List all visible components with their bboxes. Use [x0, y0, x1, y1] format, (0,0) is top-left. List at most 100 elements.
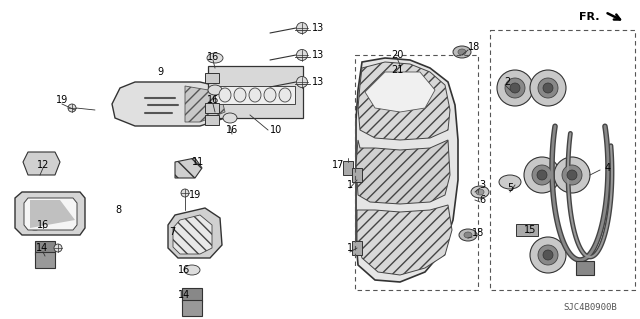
Text: 16: 16 — [207, 52, 219, 62]
Ellipse shape — [68, 104, 76, 112]
Ellipse shape — [554, 157, 590, 193]
Ellipse shape — [234, 88, 246, 102]
Ellipse shape — [524, 157, 560, 193]
Text: SJC4B0900B: SJC4B0900B — [563, 303, 617, 313]
Text: 18: 18 — [468, 42, 480, 52]
Text: 15: 15 — [524, 225, 536, 235]
Text: 6: 6 — [479, 195, 485, 205]
Polygon shape — [356, 58, 458, 282]
Text: 10: 10 — [270, 125, 282, 135]
Text: 17: 17 — [332, 160, 344, 170]
Bar — [182, 288, 202, 302]
Text: 14: 14 — [178, 290, 190, 300]
Ellipse shape — [264, 88, 276, 102]
Ellipse shape — [223, 113, 237, 123]
Ellipse shape — [207, 53, 223, 63]
Ellipse shape — [296, 49, 307, 61]
Text: 7: 7 — [169, 227, 175, 237]
Bar — [352, 241, 362, 255]
Ellipse shape — [562, 165, 582, 185]
Ellipse shape — [499, 175, 521, 189]
Bar — [35, 252, 55, 268]
Polygon shape — [23, 152, 60, 175]
Ellipse shape — [184, 265, 200, 275]
Bar — [215, 86, 295, 104]
Polygon shape — [356, 140, 450, 204]
Polygon shape — [175, 158, 202, 178]
Ellipse shape — [505, 78, 525, 98]
Ellipse shape — [249, 88, 261, 102]
Ellipse shape — [543, 250, 553, 260]
Bar — [207, 66, 303, 118]
Polygon shape — [365, 72, 435, 112]
Ellipse shape — [296, 77, 307, 87]
Text: 13: 13 — [312, 23, 324, 33]
Ellipse shape — [538, 78, 558, 98]
Polygon shape — [358, 62, 450, 140]
Ellipse shape — [567, 170, 577, 180]
Bar — [205, 73, 219, 83]
Bar — [35, 241, 55, 255]
Ellipse shape — [530, 237, 566, 273]
Ellipse shape — [530, 70, 566, 106]
Bar — [205, 103, 219, 113]
Ellipse shape — [27, 220, 43, 230]
Text: 21: 21 — [391, 65, 403, 75]
Text: 8: 8 — [115, 205, 121, 215]
Bar — [516, 224, 538, 236]
Ellipse shape — [543, 83, 553, 93]
Ellipse shape — [464, 232, 472, 238]
Ellipse shape — [458, 49, 466, 55]
Bar — [490, 30, 635, 290]
Text: 13: 13 — [312, 77, 324, 87]
Ellipse shape — [497, 70, 533, 106]
Text: 18: 18 — [472, 228, 484, 238]
Ellipse shape — [471, 186, 489, 198]
Text: 1: 1 — [347, 180, 353, 190]
Text: 13: 13 — [312, 50, 324, 60]
Bar — [576, 261, 594, 275]
Ellipse shape — [54, 244, 62, 252]
Bar — [352, 168, 362, 182]
Text: 16: 16 — [226, 125, 238, 135]
Text: 19: 19 — [56, 95, 68, 105]
Polygon shape — [173, 215, 212, 254]
Text: 5: 5 — [507, 183, 513, 193]
Polygon shape — [15, 192, 85, 235]
Ellipse shape — [219, 88, 231, 102]
Bar — [355, 55, 478, 290]
Text: 2: 2 — [504, 77, 510, 87]
Polygon shape — [185, 86, 225, 122]
Text: 1: 1 — [347, 243, 353, 253]
Text: 4: 4 — [605, 163, 611, 173]
Text: 9: 9 — [157, 67, 163, 77]
Ellipse shape — [459, 229, 477, 241]
Ellipse shape — [537, 170, 547, 180]
Polygon shape — [112, 82, 230, 126]
Text: 16: 16 — [207, 95, 219, 105]
Ellipse shape — [476, 189, 484, 195]
Ellipse shape — [532, 165, 552, 185]
Ellipse shape — [208, 85, 222, 95]
Text: FR.: FR. — [579, 12, 600, 22]
Ellipse shape — [279, 88, 291, 102]
Polygon shape — [30, 200, 75, 228]
Text: 12: 12 — [37, 160, 49, 170]
Text: 20: 20 — [391, 50, 403, 60]
Ellipse shape — [181, 189, 189, 197]
Bar — [205, 115, 219, 125]
Text: 3: 3 — [479, 180, 485, 190]
Ellipse shape — [296, 23, 307, 33]
Polygon shape — [168, 208, 222, 258]
Polygon shape — [357, 205, 452, 275]
Bar — [182, 300, 202, 316]
Text: 11: 11 — [192, 157, 204, 167]
Text: 19: 19 — [189, 190, 201, 200]
Text: 16: 16 — [178, 265, 190, 275]
Text: 16: 16 — [37, 220, 49, 230]
Text: 14: 14 — [36, 243, 48, 253]
Polygon shape — [24, 198, 77, 230]
Ellipse shape — [510, 83, 520, 93]
Bar — [343, 161, 353, 175]
Ellipse shape — [538, 245, 558, 265]
